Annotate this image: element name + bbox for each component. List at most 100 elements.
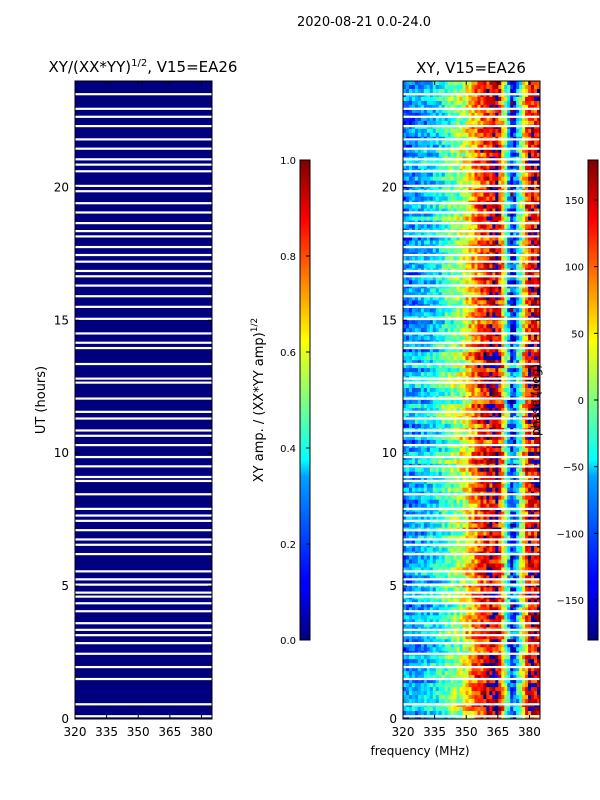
phase-heatmap-cell [483,144,487,150]
phase-heatmap-cell [525,296,529,301]
phase-heatmap-cell [432,112,437,118]
phase-heatmap-cell [519,360,523,365]
phase-heatmap-cell [534,132,538,138]
phase-heatmap-cell [504,160,508,166]
phase-heatmap-cell [459,447,463,453]
phase-heatmap-cell [522,320,526,325]
phase-heatmap-cell [414,368,419,373]
amplitude-flagged-gap [75,602,212,605]
phase-heatmap-cell [525,116,529,122]
phase-heatmap-cell [510,232,514,237]
phase-heatmap-cell [405,467,410,473]
phase-heatmap-cell [429,312,434,317]
phase-heatmap-cell [513,324,517,329]
amplitude-flagged-gap [75,377,212,380]
phase-heatmap-cell [441,132,446,138]
phase-heatmap-cell [471,388,475,393]
phase-heatmap-cell [459,208,463,213]
phase-heatmap-cell [516,300,520,305]
phase-heatmap-cell [411,176,416,182]
phase-heatmap-cell [519,348,523,353]
phase-heatmap-cell [432,320,437,325]
phase-heatmap-cell [537,435,540,441]
phase-heatmap-cell [525,148,529,154]
phase-heatmap-cell [447,180,452,186]
phase-heatmap-cell [519,407,523,413]
phase-heatmap-cell [525,312,529,317]
phase-heatmap-cell [537,232,540,237]
phase-heatmap-cell [519,300,523,305]
phase-heatmap-cell [495,328,499,333]
phase-heatmap-cell [474,276,478,281]
phase-heatmap-cell [411,160,416,166]
phase-heatmap-cell [403,372,407,377]
phase-heatmap-cell [435,152,440,158]
phase-heatmap-cell [453,132,458,138]
phase-heatmap-cell [483,372,487,377]
phase-heatmap-cell [489,292,493,297]
phase-heatmap-cell [432,300,437,305]
phase-heatmap-cell [456,344,460,349]
phase-heatmap-cell [465,216,469,221]
phase-heatmap-cell [465,100,469,106]
phase-heatmap-cell [486,216,490,221]
phase-heatmap-cell [474,392,478,397]
phase-heatmap-cell [456,81,460,86]
phase-heatmap-cell [456,324,460,329]
phase-heatmap-cell [531,208,535,213]
phase-heatmap-cell [507,312,511,317]
phase-heatmap-cell [480,272,484,277]
phase-heatmap-cell [447,140,452,146]
phase-heatmap-cell [483,499,487,505]
phase-heatmap-cell [519,431,523,437]
phase-heatmap-cell [504,88,508,94]
amplitude-flagged-gap [75,538,212,541]
phase-heatmap-cell [459,388,463,393]
phase-heatmap-cell [498,144,502,150]
phase-heatmap-cell [459,344,463,349]
phase-heatmap-cell [450,400,455,405]
phase-heatmap-cell [492,132,496,138]
phase-heatmap-cell [444,352,449,357]
phase-heatmap-cell [447,112,452,118]
phase-heatmap-cell [486,400,490,405]
phase-heatmap-cell [429,172,434,178]
phase-heatmap-cell [492,451,496,457]
phase-heatmap-cell [459,451,463,457]
phase-heatmap-cell [480,88,484,94]
phase-heatmap-cell [403,180,407,186]
phase-heatmap-cell [477,192,481,198]
phase-heatmap-cell [438,487,443,493]
phase-heatmap-cell [444,128,449,134]
phase-heatmap-cell [403,132,407,138]
phase-heatmap-cell [462,100,466,106]
phase-heatmap-cell [528,208,532,213]
amplitude-colorbar-gradient [299,159,311,641]
phase-heatmap-cell [522,264,526,269]
phase-heatmap-cell [531,128,535,134]
phase-heatmap-cell [468,280,472,285]
phase-heatmap-cell [465,81,469,86]
phase-heatmap-cell [501,320,505,325]
phase-heatmap-cell [441,300,446,305]
amplitude-xtick-label: 350 [127,725,150,739]
phase-heatmap-cell [537,320,540,325]
phase-heatmap-cell [537,81,540,86]
phase-heatmap-cell [492,356,496,361]
phase-heatmap-cell [501,344,505,349]
phase-heatmap-cell [450,324,455,329]
phase-heatmap-cell [501,308,505,313]
phase-heatmap-cell [519,276,523,281]
phase-heatmap-cell [489,144,493,150]
phase-heatmap-cell [507,272,511,277]
phase-heatmap-cell [495,308,499,313]
phase-heatmap-cell [438,272,443,277]
phase-heatmap-cell [411,288,416,293]
phase-heatmap-cell [432,248,437,253]
phase-heatmap-cell [417,140,422,146]
phase-heatmap-cell [471,216,475,221]
phase-heatmap-cell [537,132,540,138]
phase-heatmap-cell [456,411,460,417]
phase-heatmap-cell [414,84,419,90]
phase-heatmap-cell [474,144,478,150]
